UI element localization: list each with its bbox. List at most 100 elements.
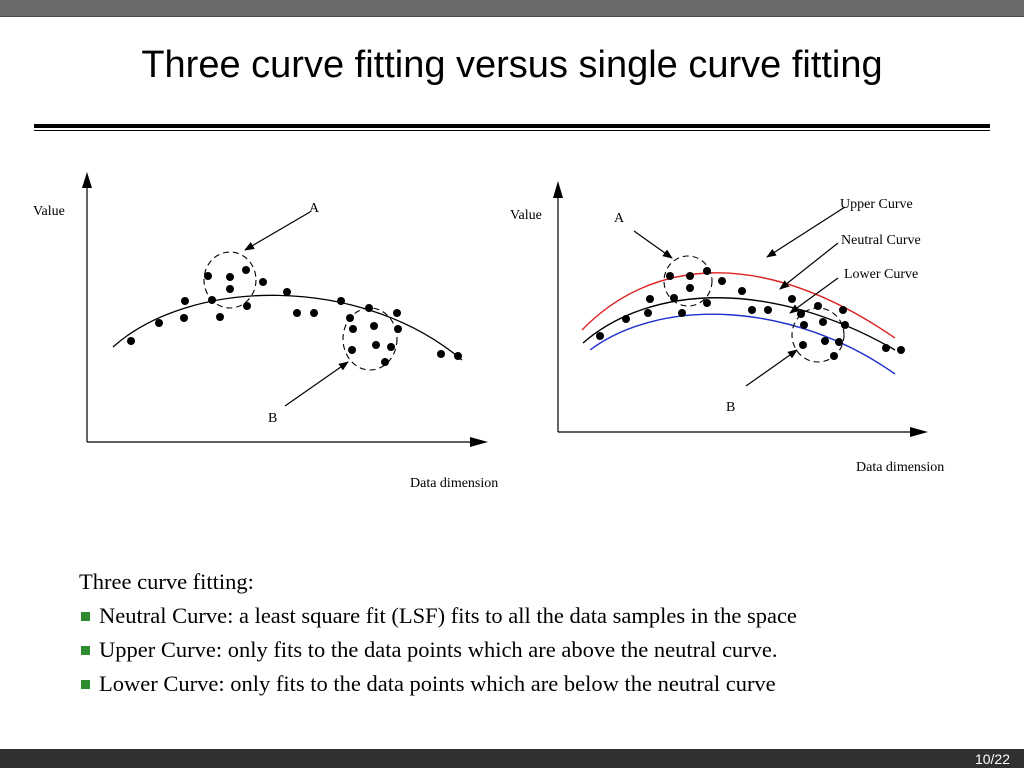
data-point <box>310 309 318 317</box>
bullet-square-icon <box>81 612 90 621</box>
data-point <box>800 321 808 329</box>
data-point <box>835 338 843 346</box>
data-point <box>208 296 216 304</box>
data-point <box>437 350 445 358</box>
right-label-b: B <box>726 400 735 415</box>
arrow-b <box>284 361 349 407</box>
data-point <box>738 287 746 295</box>
notes: Three curve fitting: Neutral Curve: a le… <box>79 565 1009 701</box>
data-point <box>127 337 135 345</box>
data-point <box>839 306 847 314</box>
list-item: Lower Curve: only fits to the data point… <box>79 667 1009 701</box>
data-point <box>703 299 711 307</box>
bullet-square-icon <box>81 680 90 689</box>
data-point <box>821 337 829 345</box>
slide-title: Three curve fitting versus single curve … <box>141 44 883 86</box>
bullet-square-icon <box>81 646 90 655</box>
title-rule-thick <box>34 124 990 128</box>
data-point <box>243 302 251 310</box>
right-diagram: Value Data dimension A B Upper Curve Neu… <box>510 181 944 475</box>
cluster-b-circle <box>342 307 398 371</box>
right-axes <box>553 181 928 437</box>
data-point <box>670 294 678 302</box>
lower-curve <box>589 313 896 375</box>
data-point <box>226 273 234 281</box>
footer-bar: 10/22 <box>0 749 1024 768</box>
data-point <box>372 341 380 349</box>
figure: Value Data dimension A B <box>33 172 944 491</box>
data-point <box>454 352 462 360</box>
data-point <box>596 332 604 340</box>
neutral-curve-pointer <box>779 242 839 290</box>
data-point <box>686 272 694 280</box>
data-point <box>814 302 822 310</box>
right-data-points <box>596 267 905 360</box>
left-data-points <box>127 266 462 366</box>
list-item-text: Upper Curve: only fits to the data point… <box>99 637 778 662</box>
right-label-a: A <box>614 211 625 226</box>
data-point <box>666 272 674 280</box>
data-point <box>799 341 807 349</box>
cluster-a-circle <box>203 251 257 309</box>
right-arrow-b <box>745 349 798 387</box>
right-x-axis-label: Data dimension <box>856 460 944 475</box>
data-point <box>748 306 756 314</box>
data-point <box>348 346 356 354</box>
neutral-curve-label: Neutral Curve <box>841 233 921 248</box>
data-point <box>180 314 188 322</box>
data-point <box>259 278 267 286</box>
right-arrow-a <box>633 230 673 259</box>
list-item: Neutral Curve: a least square fit (LSF) … <box>79 599 1009 633</box>
arrow-a <box>244 211 311 251</box>
left-y-axis-label: Value <box>33 204 65 219</box>
upper-curve-label: Upper Curve <box>840 197 913 212</box>
left-label-b: B <box>268 411 277 426</box>
left-diagram: Value Data dimension A B <box>33 172 498 491</box>
data-point <box>830 352 838 360</box>
data-point <box>678 309 686 317</box>
data-point <box>204 272 212 280</box>
data-point <box>841 321 849 329</box>
notes-list: Neutral Curve: a least square fit (LSF) … <box>79 599 1009 701</box>
notes-heading: Three curve fitting: <box>79 569 254 594</box>
list-item-text: Neutral Curve: a least square fit (LSF) … <box>99 603 797 628</box>
data-point <box>349 325 357 333</box>
left-label-a: A <box>309 201 320 216</box>
data-point <box>293 309 301 317</box>
list-item: Upper Curve: only fits to the data point… <box>79 633 1009 667</box>
data-point <box>226 285 234 293</box>
data-point <box>644 309 652 317</box>
data-point <box>703 267 711 275</box>
data-point <box>387 343 395 351</box>
page-number: 10/22 <box>974 751 1010 767</box>
data-point <box>155 319 163 327</box>
data-point <box>181 297 189 305</box>
data-point <box>882 344 890 352</box>
data-point <box>381 358 389 366</box>
data-point <box>365 304 373 312</box>
data-point <box>686 284 694 292</box>
lower-curve-pointer <box>789 277 839 314</box>
left-axes <box>82 172 488 447</box>
list-item-text: Lower Curve: only fits to the data point… <box>99 671 776 696</box>
data-point <box>622 315 630 323</box>
right-cluster-a-circle <box>663 255 713 307</box>
upper-curve-pointer <box>766 206 846 258</box>
data-point <box>897 346 905 354</box>
data-point <box>216 313 224 321</box>
data-point <box>393 309 401 317</box>
data-point <box>819 318 827 326</box>
data-point <box>370 322 378 330</box>
right-y-axis-label: Value <box>510 208 542 223</box>
data-point <box>337 297 345 305</box>
data-point <box>764 306 772 314</box>
data-point <box>242 266 250 274</box>
lower-curve-label: Lower Curve <box>844 267 918 282</box>
left-x-axis-label: Data dimension <box>410 476 498 491</box>
data-point <box>394 325 402 333</box>
data-point <box>283 288 291 296</box>
title-rule-thin <box>34 130 990 131</box>
data-point <box>646 295 654 303</box>
data-point <box>788 295 796 303</box>
top-bar <box>0 0 1024 17</box>
